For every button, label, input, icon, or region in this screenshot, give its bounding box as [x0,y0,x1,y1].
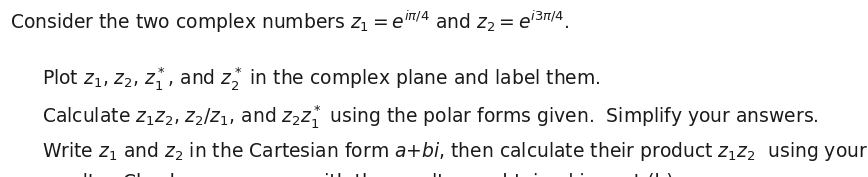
Text: Write $z_1$ and $z_2$ in the Cartesian form $a$+$bi$, then calculate their produ: Write $z_1$ and $z_2$ in the Cartesian f… [42,140,868,163]
Text: results.  Check your answer with the result you obtained in part (b).: results. Check your answer with the resu… [42,173,679,177]
Text: Plot $z_1$, $z_2$, $z_1^*$, and $z_2^*$ in the complex plane and label them.: Plot $z_1$, $z_2$, $z_1^*$, and $z_2^*$ … [42,65,601,93]
Text: Calculate $z_1z_2$, $z_2/z_1$, and $z_2z_1^*$ using the polar forms given.  Simp: Calculate $z_1z_2$, $z_2/z_1$, and $z_2z… [42,103,819,130]
Text: Consider the two complex numbers $z_1 = e^{i\pi/4}$ and $z_2 = e^{i3\pi/4}$.: Consider the two complex numbers $z_1 = … [10,9,570,35]
